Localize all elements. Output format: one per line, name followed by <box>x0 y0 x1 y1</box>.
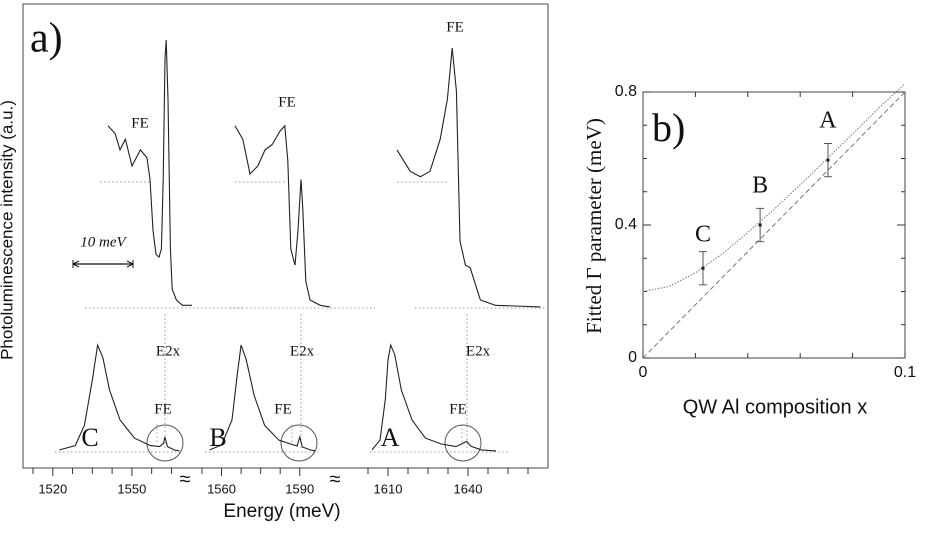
y-tick-label: 0.8 <box>615 83 637 100</box>
y-axis-label: Photoluminescence intensity (a.u.) <box>0 100 16 360</box>
zoomed-spectrum <box>396 47 541 308</box>
y-tick-label: 0.4 <box>615 216 637 233</box>
panel-label: b) <box>652 105 685 150</box>
x-tick-label: 0 <box>639 364 648 381</box>
point-label: B <box>752 173 768 199</box>
sample-label: A <box>381 423 400 452</box>
data-point <box>758 223 762 227</box>
e2x-label: E2x <box>466 343 491 359</box>
pl-spectrum <box>59 342 180 452</box>
panel-label: a) <box>30 16 63 62</box>
point-label: C <box>695 222 711 248</box>
y-axis-label: Fitted Γ parameter (meV) <box>582 118 606 334</box>
fe-label: FE <box>131 115 149 131</box>
highlight-circle <box>280 424 318 462</box>
x-tick-label: 1560 <box>207 481 236 496</box>
highlight-circle <box>444 424 482 462</box>
pl-spectrum <box>209 344 316 452</box>
data-point <box>826 158 830 162</box>
fe-label: FE <box>446 19 464 35</box>
data-point <box>701 266 705 270</box>
zoomed-spectrum <box>234 124 330 308</box>
sample-label: C <box>81 423 98 452</box>
fit-line <box>642 83 906 292</box>
y-tick-label: 0 <box>628 349 637 366</box>
x-axis-label: Energy (meV) <box>223 501 340 522</box>
axis-break: ≈ <box>180 468 191 490</box>
fe-label: FE <box>274 401 292 417</box>
sample-label: B <box>209 423 226 452</box>
zoomed-spectrum <box>107 39 192 306</box>
fe-label: FE <box>278 94 296 110</box>
x-tick-label: 1520 <box>38 481 67 496</box>
x-tick-label: 0.1 <box>894 364 916 381</box>
x-tick-label: 1550 <box>117 481 146 496</box>
scale-bar-label: 10 meV <box>80 234 127 250</box>
fe-label: FE <box>154 401 172 417</box>
e2x-label: E2x <box>290 343 315 359</box>
fit-line <box>642 91 906 359</box>
x-tick-label: 1590 <box>285 481 314 496</box>
x-tick-label: 1640 <box>454 481 483 496</box>
scale-bar-arrows <box>72 260 134 268</box>
x-axis-label: QW Al composition x <box>683 396 868 418</box>
point-label: A <box>819 108 837 134</box>
axis-break: ≈ <box>330 468 341 490</box>
fe-label: FE <box>449 401 467 417</box>
pl-spectrum <box>371 343 497 452</box>
x-tick-label: 1610 <box>374 481 403 496</box>
highlight-circle <box>146 424 184 462</box>
e2x-label: E2x <box>156 343 181 359</box>
